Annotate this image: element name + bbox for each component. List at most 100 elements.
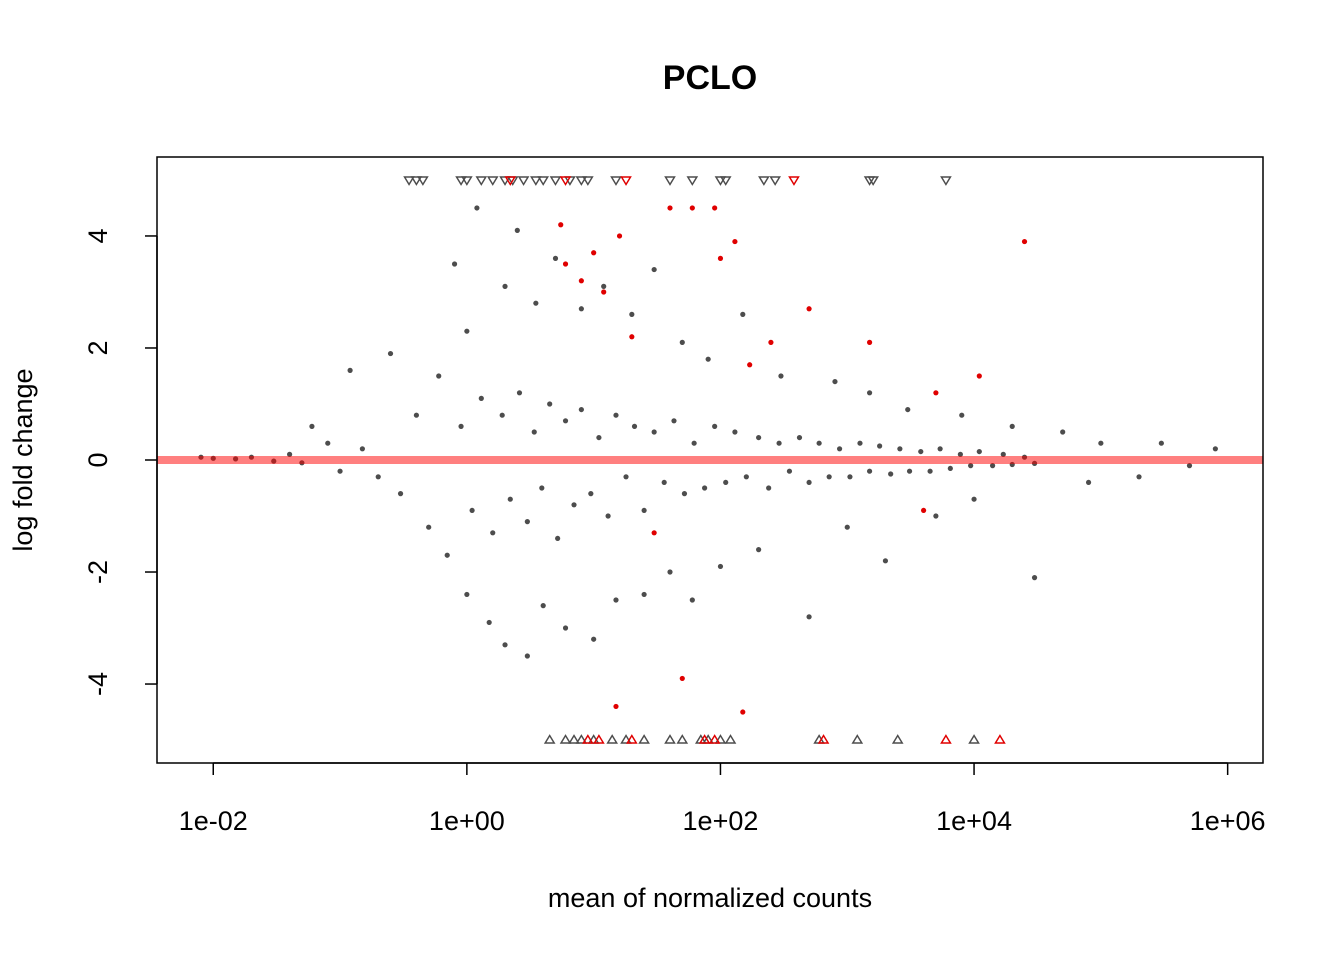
clipped-point (461, 176, 473, 186)
clipped-point (559, 734, 572, 744)
point (717, 563, 724, 570)
point (756, 434, 762, 441)
y-tick-label: 2 (83, 340, 113, 355)
point (502, 642, 508, 648)
point (976, 448, 982, 455)
point (882, 558, 889, 564)
point (287, 451, 293, 457)
point (601, 289, 607, 295)
point (844, 524, 850, 530)
point (691, 440, 697, 446)
point (766, 485, 772, 491)
point (578, 406, 584, 413)
point (591, 250, 597, 256)
point (806, 614, 812, 620)
clipped-point (698, 734, 711, 744)
clipped-point (575, 176, 588, 186)
point (857, 440, 863, 446)
point (507, 496, 513, 502)
point (806, 479, 812, 486)
y-tick-label: -2 (83, 560, 113, 584)
clipped-point (606, 734, 619, 744)
x-tick-label: 1e+02 (683, 806, 759, 836)
point (533, 300, 539, 306)
clipped-point (686, 176, 699, 186)
point (816, 440, 822, 446)
point (469, 507, 475, 514)
point (968, 463, 974, 469)
point (552, 255, 559, 261)
point (651, 530, 657, 536)
clipped-point (708, 734, 721, 744)
point (702, 485, 708, 491)
point (486, 619, 492, 626)
point (933, 390, 939, 396)
point (937, 446, 943, 452)
point (596, 434, 602, 441)
point (732, 429, 738, 435)
point (502, 283, 508, 289)
point (629, 311, 635, 317)
x-axis-label: mean of normalized counts (548, 883, 872, 913)
point (866, 468, 873, 474)
point (588, 491, 594, 497)
clipped-point (582, 734, 594, 744)
point (562, 261, 569, 267)
point (740, 709, 746, 715)
point (776, 440, 782, 446)
clipped-point (940, 734, 952, 744)
point (426, 524, 432, 530)
point (631, 423, 638, 429)
clipped-point (676, 734, 689, 744)
clipped-point (417, 176, 429, 186)
x-tick-label: 1e+04 (936, 806, 1012, 836)
point (613, 412, 619, 418)
point (571, 502, 577, 508)
point (681, 491, 688, 497)
point (562, 418, 569, 424)
point (732, 238, 738, 245)
point (458, 423, 464, 429)
point (712, 423, 718, 429)
point (474, 205, 480, 211)
point (897, 446, 903, 452)
point (531, 429, 537, 435)
point (451, 261, 458, 267)
point (623, 474, 629, 480)
point (847, 474, 853, 480)
clipped-point (486, 176, 499, 186)
point (1009, 423, 1015, 429)
clipped-point (568, 734, 580, 744)
clipped-point (664, 734, 676, 744)
point (387, 350, 394, 357)
point (786, 468, 793, 474)
point (971, 496, 977, 502)
point (464, 591, 470, 598)
point (1031, 575, 1038, 581)
point (866, 390, 873, 396)
point (540, 603, 546, 609)
point (524, 653, 530, 659)
point (539, 485, 545, 491)
point (927, 468, 933, 474)
clipped-point (638, 734, 650, 744)
point (325, 440, 331, 446)
point (375, 474, 381, 480)
clipped-point (719, 176, 732, 186)
clipped-point (817, 734, 830, 744)
point (667, 569, 673, 575)
clipped-point (724, 734, 737, 744)
clipped-point (620, 176, 632, 186)
point (524, 519, 530, 525)
clipped-point (620, 734, 632, 744)
point (918, 448, 924, 455)
point (347, 367, 353, 373)
point (1098, 440, 1104, 446)
point (826, 474, 832, 480)
point (920, 507, 927, 514)
clipped-point (867, 176, 879, 186)
point (679, 675, 685, 682)
point (641, 507, 647, 514)
point (601, 283, 607, 289)
